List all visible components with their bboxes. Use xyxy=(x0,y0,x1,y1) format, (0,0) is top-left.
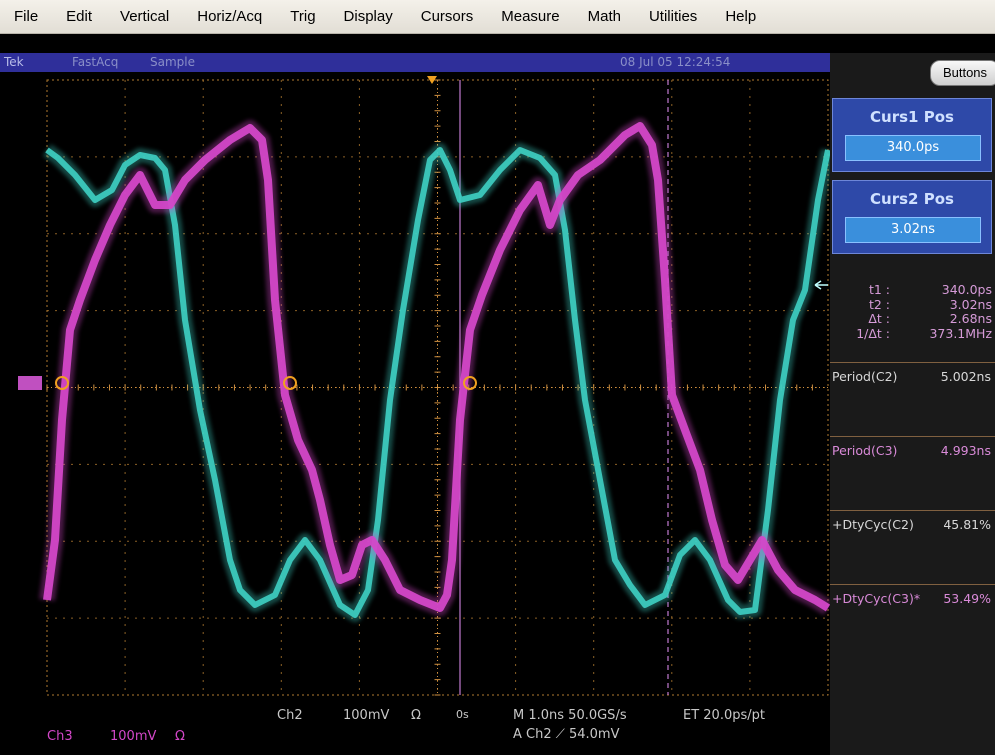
measurement-value: 45.81% xyxy=(943,517,991,532)
curs2-title: Curs2 Pos xyxy=(870,190,954,208)
divider xyxy=(830,436,995,437)
ch2-level-arrow-icon xyxy=(814,280,828,290)
divider xyxy=(830,362,995,363)
t1-label: t1 : xyxy=(868,282,890,297)
measurement-value: 4.993ns xyxy=(940,443,991,458)
menu-trig[interactable]: Trig xyxy=(290,7,316,25)
t1-value: 340.0ps xyxy=(941,282,992,297)
divider xyxy=(830,510,995,511)
ch2-trace xyxy=(45,147,830,618)
divider xyxy=(830,584,995,585)
cursor-crosshair-icon xyxy=(55,376,69,390)
measurement-dutycycle-c3[interactable]: +DtyCyc(C3)* 53.49% xyxy=(830,589,995,609)
trigger-readout[interactable]: A Ch2 ⟋ 54.0mV xyxy=(513,727,620,742)
menu-vertical[interactable]: Vertical xyxy=(120,7,170,25)
cursor-crosshair-icon xyxy=(463,376,477,390)
acquisition-label: Sample xyxy=(150,55,195,69)
trigger-position-icon xyxy=(427,76,437,84)
acq-mode-label: FastAcq xyxy=(72,55,119,69)
cursor-readout: t1 : 340.0ps t2 : 3.02ns Δt : 2.68ns 1/Δt :… xyxy=(836,282,992,341)
t2-value: 3.02ns xyxy=(949,296,992,312)
measurement-period-c3[interactable]: Period(C3) 4.993ns xyxy=(830,441,995,461)
datetime-label: 08 Jul 05 12:24:54 xyxy=(620,55,731,69)
measurement-value: 53.49% xyxy=(943,591,991,606)
inv-delta-t-value: 373.1MHz xyxy=(929,325,992,341)
measurement-label: +DtyCyc(C3)* xyxy=(832,591,921,606)
horizontal-delay[interactable]: 0s xyxy=(456,708,469,721)
curs2-value-field[interactable]: 3.02ns xyxy=(845,217,981,243)
waveform-display[interactable] xyxy=(0,72,830,755)
ch3-coupling: Ω xyxy=(175,729,185,744)
menu-math[interactable]: Math xyxy=(587,7,621,25)
ch2-scale[interactable]: 100mV xyxy=(343,708,390,723)
buttons-button[interactable]: Buttons xyxy=(930,60,995,86)
status-bar: Tek FastAcq Sample 08 Jul 05 12:24:54 xyxy=(0,53,830,72)
menu-horiz-acq[interactable]: Horiz/Acq xyxy=(197,7,263,25)
curs1-value-field[interactable]: 340.0ps xyxy=(845,135,981,161)
record-readout[interactable]: ET 20.0ps/pt xyxy=(683,708,765,723)
marker-layer xyxy=(18,76,828,390)
brand-label: Tek xyxy=(4,55,24,69)
measurement-label: +DtyCyc(C2) xyxy=(832,517,914,532)
curs1-pos-control[interactable]: Curs1 Pos 340.0ps xyxy=(832,98,992,172)
menu-cursors[interactable]: Cursors xyxy=(420,7,474,25)
measurement-period-c2[interactable]: Period(C2) 5.002ns xyxy=(830,367,995,387)
ch3-ground-icon xyxy=(18,376,42,390)
measurement-label: Period(C3) xyxy=(832,443,898,458)
menu-display[interactable]: Display xyxy=(343,7,393,25)
inv-delta-t-label: 1/Δt : xyxy=(856,325,890,341)
menu-edit[interactable]: Edit xyxy=(66,7,93,25)
menu-help[interactable]: Help xyxy=(725,7,757,25)
horizontal-readout[interactable]: M 1.0ns 50.0GS/s xyxy=(513,708,627,723)
measurement-label: Period(C2) xyxy=(832,369,898,384)
menu-file[interactable]: File xyxy=(14,7,39,25)
ch3-trace-glow xyxy=(39,118,830,616)
t2-label: t2 : xyxy=(868,296,890,312)
curs2-pos-control[interactable]: Curs2 Pos 3.02ns xyxy=(832,180,992,254)
menu-measure[interactable]: Measure xyxy=(501,7,560,25)
measurement-dutycycle-c2[interactable]: +DtyCyc(C2) 45.81% xyxy=(830,515,995,535)
ch3-scale[interactable]: 100mV xyxy=(110,729,157,744)
ch2-coupling: Ω xyxy=(411,708,421,723)
menu-bar: File Edit Vertical Horiz/Acq Trig Displa… xyxy=(0,0,995,34)
trace-layer xyxy=(39,118,830,622)
ch2-label[interactable]: Ch2 xyxy=(277,708,303,723)
curs1-title: Curs1 Pos xyxy=(870,108,954,126)
delta-t-value: 2.68ns xyxy=(949,311,992,326)
delta-t-label: Δt : xyxy=(868,311,890,326)
cursor-crosshair-icon xyxy=(283,376,297,390)
ch3-label[interactable]: Ch3 xyxy=(47,729,73,744)
measurement-value: 5.002ns xyxy=(940,369,991,384)
menu-utilities[interactable]: Utilities xyxy=(648,7,698,25)
ch3-trace xyxy=(43,122,830,612)
top-strip xyxy=(0,34,995,53)
